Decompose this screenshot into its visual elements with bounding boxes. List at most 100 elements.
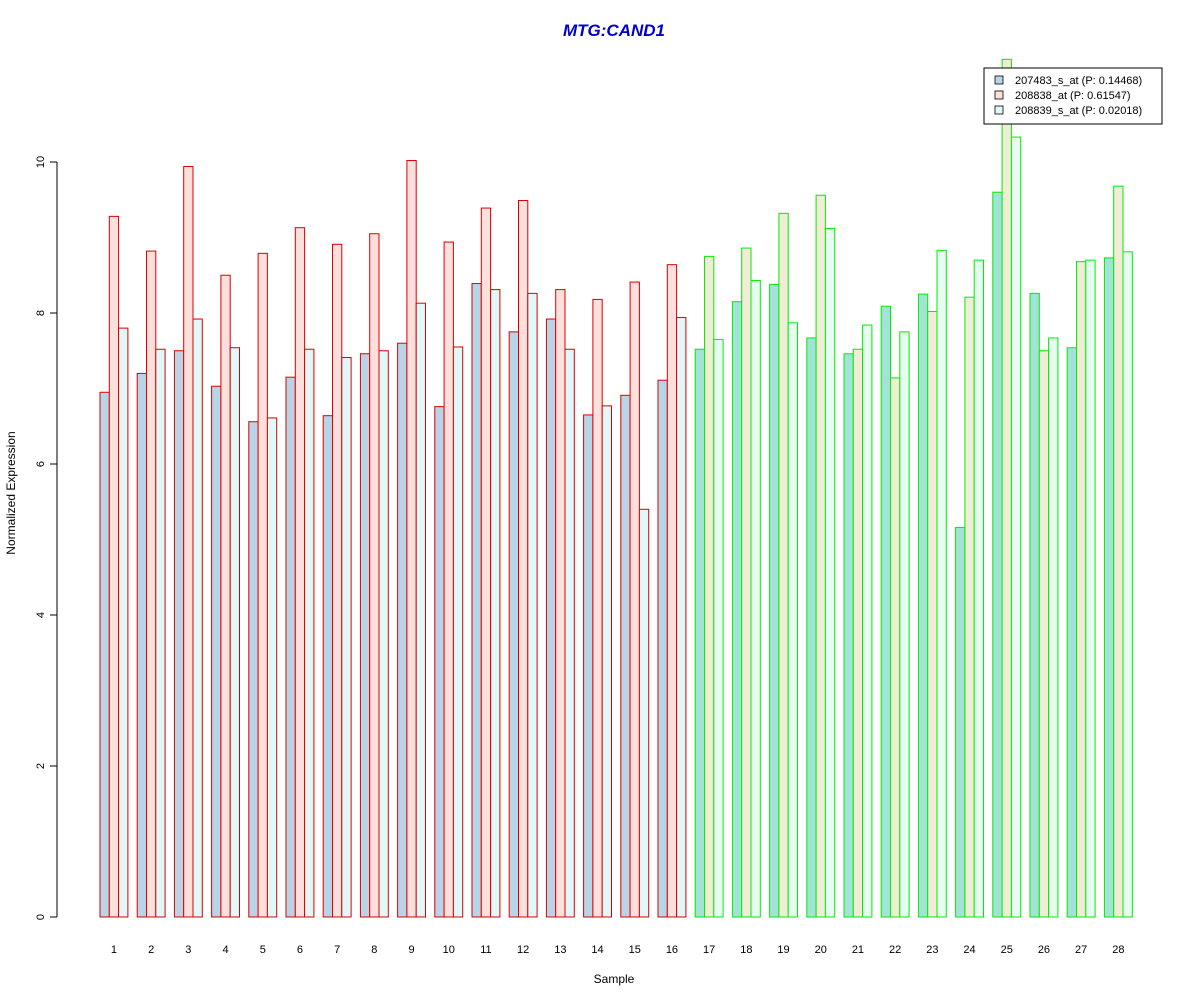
legend: 207483_s_at (P: 0.14468) 208838_at (P: 0… xyxy=(983,67,1163,125)
x-tick-label: 11 xyxy=(480,944,491,956)
bar-s1-sample-28 xyxy=(1103,257,1115,918)
legend-label-2: 208838_at (P: 0.61547) xyxy=(1015,90,1131,102)
y-tick-label: 2 xyxy=(35,763,47,769)
legend-label-3: 208839_s_at (P: 0.02018) xyxy=(1015,105,1142,117)
bar-s1-sample-11 xyxy=(471,283,482,918)
legend-swatch-1 xyxy=(994,75,1004,85)
bar-s3-sample-18 xyxy=(750,280,761,918)
bar-s1-sample-20 xyxy=(806,337,817,918)
bar-s1-sample-22 xyxy=(880,305,892,918)
bar-s3-sample-6 xyxy=(304,348,315,918)
bar-s2-sample-28 xyxy=(1113,185,1124,918)
y-axis-label: Normalized Expression xyxy=(4,431,18,554)
bar-s3-sample-25 xyxy=(1010,136,1022,918)
x-tick-label: 12 xyxy=(517,944,529,956)
x-tick-label: 17 xyxy=(703,944,715,956)
x-tick-label: 2 xyxy=(148,944,154,956)
x-tick-label: 10 xyxy=(443,944,455,956)
bar-s1-sample-15 xyxy=(620,394,631,918)
y-tick-label: 10 xyxy=(35,156,47,168)
bar-s1-sample-5 xyxy=(248,421,259,918)
bar-s1-sample-6 xyxy=(285,376,296,918)
x-tick-label: 28 xyxy=(1112,944,1124,956)
x-tick-label: 16 xyxy=(666,944,678,956)
legend-swatch-2 xyxy=(994,90,1004,100)
x-tick-label: 19 xyxy=(777,944,789,956)
bar-s2-sample-21 xyxy=(852,348,864,918)
bar-s3-sample-16 xyxy=(676,317,687,918)
bar-s1-sample-8 xyxy=(359,353,371,918)
bar-s1-sample-18 xyxy=(731,301,743,918)
bar-s3-sample-2 xyxy=(155,348,166,918)
bar-s3-sample-12 xyxy=(527,292,538,918)
bar-s3-sample-13 xyxy=(564,348,575,918)
bar-s1-sample-16 xyxy=(657,379,668,918)
x-tick-label: 20 xyxy=(815,944,827,956)
bar-s3-sample-14 xyxy=(601,405,613,918)
bar-s2-sample-13 xyxy=(555,289,566,918)
bar-s3-sample-20 xyxy=(824,227,836,918)
bar-s2-sample-3 xyxy=(183,166,194,918)
x-tick-label: 4 xyxy=(222,944,228,956)
bar-s3-sample-19 xyxy=(787,322,799,918)
x-tick-label: 25 xyxy=(1001,944,1013,956)
chart-title: MTG:CAND1 xyxy=(563,21,665,40)
bar-s1-sample-27 xyxy=(1066,347,1077,918)
bar-s2-sample-6 xyxy=(294,227,306,918)
bar-s2-sample-7 xyxy=(332,243,343,918)
bar-s2-sample-11 xyxy=(480,207,492,918)
x-tick-label: 3 xyxy=(185,944,191,956)
bar-s1-sample-14 xyxy=(583,414,594,918)
x-tick-label: 26 xyxy=(1038,944,1050,956)
bar-s3-sample-1 xyxy=(118,327,129,918)
bar-s1-sample-7 xyxy=(322,415,334,918)
bar-s3-sample-11 xyxy=(490,289,501,918)
bar-s1-sample-19 xyxy=(769,283,780,918)
bars xyxy=(99,58,1133,918)
bar-s2-sample-5 xyxy=(257,252,268,918)
bar-s2-sample-23 xyxy=(927,310,938,918)
x-tick-label: 24 xyxy=(963,944,975,956)
x-axis-label: Sample xyxy=(594,972,635,986)
legend-label-1: 207483_s_at (P: 0.14468) xyxy=(1015,75,1142,87)
bar-s2-sample-2 xyxy=(146,250,157,918)
bar-s3-sample-4 xyxy=(229,347,240,918)
bar-s1-sample-13 xyxy=(545,318,557,918)
y-tick-label: 4 xyxy=(35,612,47,618)
x-tick-label: 5 xyxy=(260,944,266,956)
bar-s2-sample-4 xyxy=(220,274,231,918)
y-tick-label: 8 xyxy=(35,310,47,316)
bar-s1-sample-26 xyxy=(1029,292,1040,918)
bar-s1-sample-23 xyxy=(917,293,929,918)
bar-s2-sample-1 xyxy=(108,215,120,918)
bar-s2-sample-20 xyxy=(815,194,826,918)
x-tick-label: 7 xyxy=(334,944,340,956)
bar-s3-sample-28 xyxy=(1122,251,1133,918)
bar-s3-sample-22 xyxy=(899,331,910,918)
x-tick-label: 22 xyxy=(889,944,901,956)
bar-s1-sample-1 xyxy=(99,391,110,918)
bar-s2-sample-24 xyxy=(964,296,975,918)
legend-box xyxy=(983,67,1163,125)
bar-s2-sample-8 xyxy=(369,233,380,918)
bar-s3-sample-9 xyxy=(415,302,427,918)
bar-s2-sample-25 xyxy=(1001,58,1012,918)
bar-s2-sample-12 xyxy=(518,200,529,918)
bar-s2-sample-19 xyxy=(778,212,789,918)
x-tick-label: 21 xyxy=(852,944,864,956)
x-tick-label: 23 xyxy=(926,944,938,956)
bar-s3-sample-7 xyxy=(341,357,352,918)
bar-s1-sample-25 xyxy=(992,191,1003,918)
bar-s2-sample-15 xyxy=(629,281,640,918)
bar-s3-sample-27 xyxy=(1085,259,1096,918)
bar-s2-sample-14 xyxy=(592,298,603,918)
x-tick-label: 1 xyxy=(111,944,117,956)
bar-s2-sample-26 xyxy=(1038,350,1050,918)
bar-s1-sample-12 xyxy=(508,331,520,918)
bar-s2-sample-9 xyxy=(406,159,417,918)
bar-s1-sample-21 xyxy=(843,353,854,918)
bar-s2-sample-17 xyxy=(704,255,715,918)
x-axis-tick-labels: 1 2 3 4 5 6 7 8 9 10 11 12 13 14 15 16 17 18 19 20 21 22 23 24 2… xyxy=(111,944,1125,956)
bar-s1-sample-9 xyxy=(397,342,408,918)
bar-s3-sample-26 xyxy=(1048,337,1059,918)
